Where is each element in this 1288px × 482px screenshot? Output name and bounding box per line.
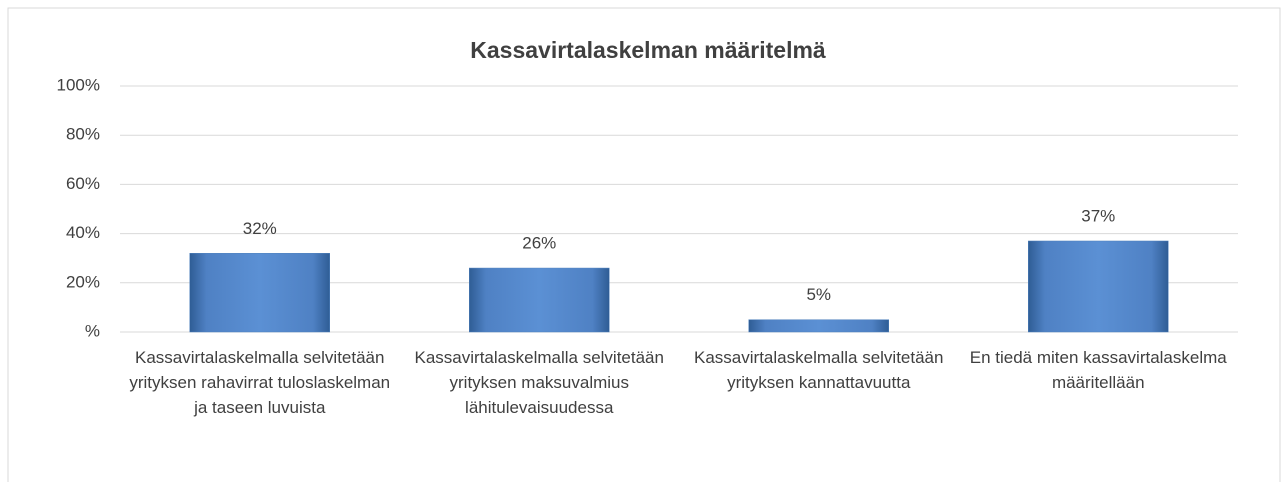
value-label: 26%	[522, 234, 556, 253]
y-tick-label: 80%	[66, 125, 100, 144]
y-tick-label: %	[85, 321, 100, 340]
bar	[189, 253, 330, 333]
y-tick-label: 40%	[66, 223, 100, 242]
x-tick-label: Kassavirtalaskelmalla selvitetään yrityk…	[694, 348, 944, 392]
value-label: 5%	[806, 285, 831, 304]
y-tick-label: 20%	[66, 272, 100, 291]
bar	[1028, 240, 1169, 333]
x-tick-label: En tiedä miten kassavirtalaskelma määrit…	[969, 348, 1227, 392]
bar	[469, 267, 610, 333]
y-tick-label: 60%	[66, 174, 100, 193]
chart-title: Kassavirtalaskelman määritelmä	[470, 37, 826, 63]
x-tick-label: Kassavirtalaskelmalla selvitetään yrityk…	[129, 348, 391, 417]
chart-border	[7, 7, 1281, 482]
x-tick-label: Kassavirtalaskelmalla selvitetään yrityk…	[414, 348, 664, 417]
bar	[748, 319, 889, 333]
value-label: 32%	[243, 219, 277, 238]
y-tick-label: 100%	[57, 75, 100, 94]
value-label: 37%	[1081, 206, 1115, 225]
